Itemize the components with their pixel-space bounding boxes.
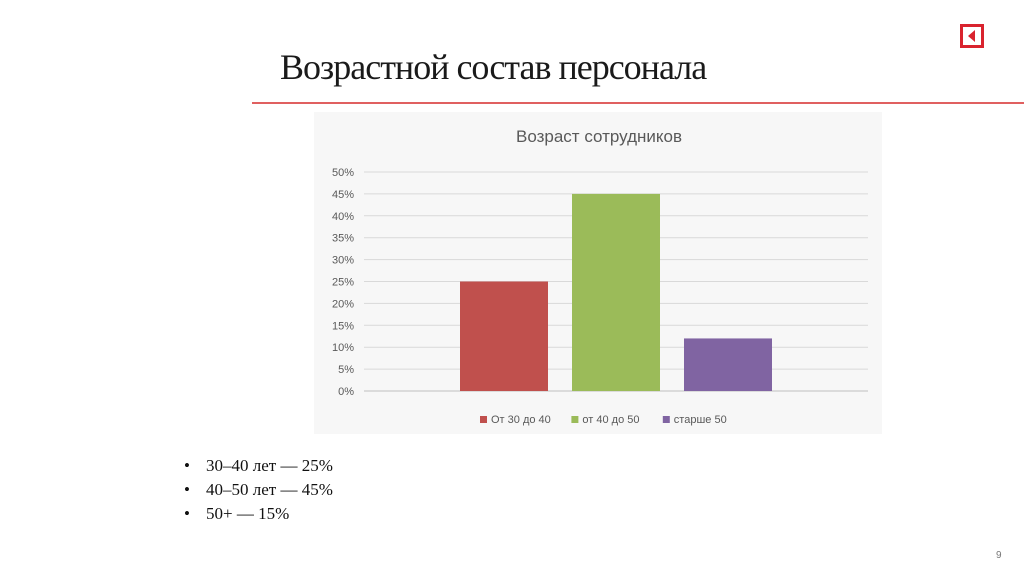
summary-list: • 30–40 лет — 25% • 40–50 лет — 45% • 50+ —… (184, 454, 333, 526)
list-item: • 50+ — 15% (184, 502, 333, 526)
bar (572, 193, 660, 391)
y-tick-label: 25% (332, 277, 354, 289)
y-tick-label: 0% (338, 386, 354, 398)
y-tick-label: 45% (332, 189, 354, 201)
slide-title: Возрастной состав персонала (280, 47, 707, 87)
y-tick-label: 35% (332, 233, 354, 245)
legend-label: от 40 до 50 (582, 414, 639, 426)
title-divider (252, 102, 1024, 104)
list-item: • 40–50 лет — 45% (184, 478, 333, 502)
chart-container: Возраст сотрудников 0% 5% 10% 15% 20% 25% 30% 3… (314, 112, 882, 434)
y-tick-label: 5% (338, 364, 354, 376)
legend-swatch (480, 416, 487, 423)
legend-swatch (662, 416, 670, 423)
chart-title: Возраст сотрудников (516, 127, 682, 146)
y-tick-label: 50% (332, 167, 354, 179)
y-tick-label: 20% (332, 298, 354, 310)
legend-swatch (571, 416, 579, 423)
bullet-symbol: • (184, 456, 190, 475)
y-tick-label: 15% (332, 320, 354, 332)
y-tick-label: 40% (332, 211, 354, 223)
bar (460, 281, 548, 391)
bullet-text: 50+ — 15% (206, 504, 290, 523)
list-item: • 30–40 лет — 25% (184, 454, 333, 478)
bar-chart: Возраст сотрудников 0% 5% 10% 15% 20% 25% 30% 3… (332, 127, 868, 426)
bullet-text: 40–50 лет — 45% (206, 480, 333, 499)
bullet-symbol: • (184, 480, 190, 499)
page-number: 9 (996, 550, 1002, 561)
legend-label: старше 50 (674, 414, 727, 426)
legend-label: От 30 до 40 (491, 414, 551, 426)
bullet-symbol: • (184, 504, 190, 523)
y-tick-label: 30% (332, 255, 354, 267)
y-tick-label: 10% (332, 342, 354, 354)
bullet-text: 30–40 лет — 25% (206, 456, 333, 475)
bar (684, 338, 772, 391)
logo-icon (960, 24, 984, 48)
